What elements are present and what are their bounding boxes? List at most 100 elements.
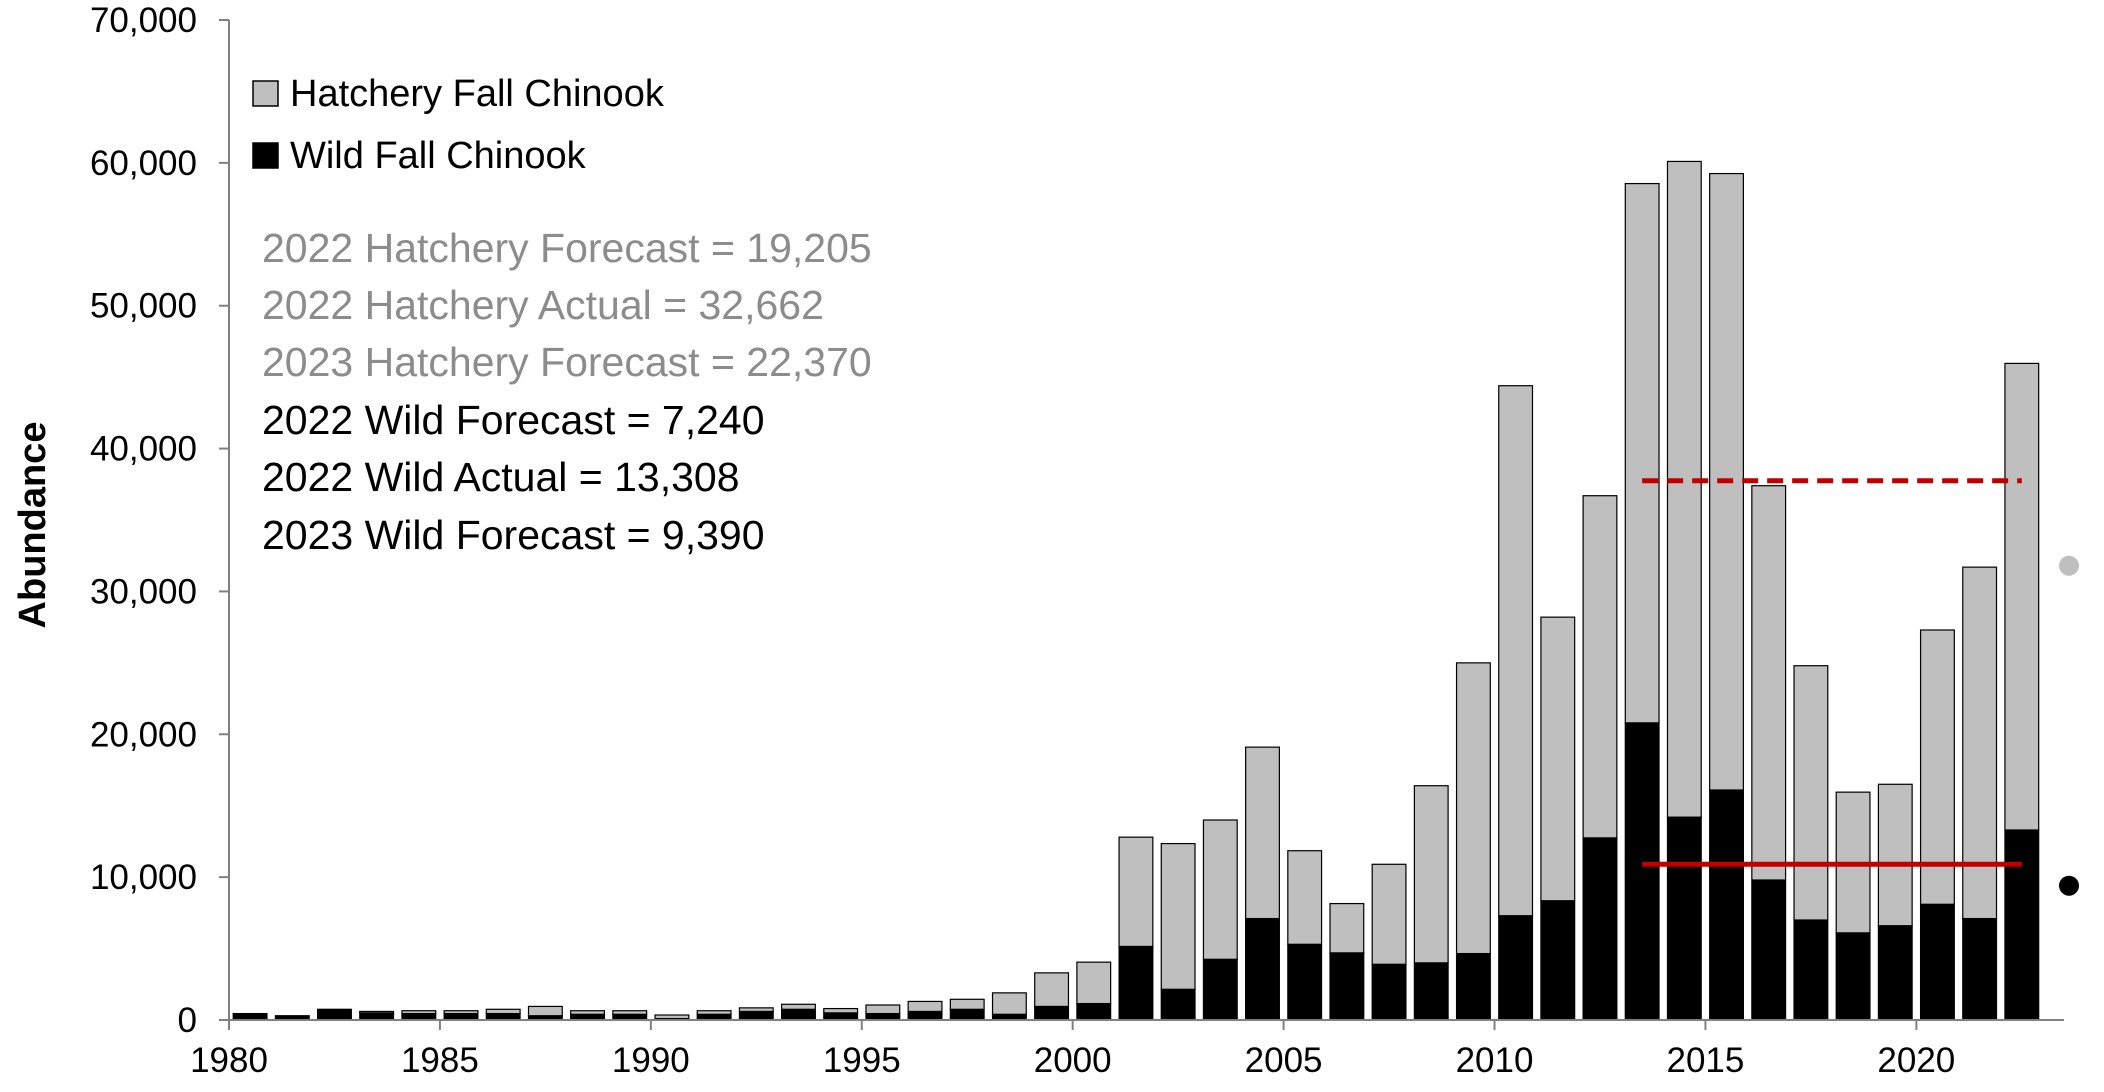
forecast-layer	[1642, 478, 2079, 896]
bar-wild-1992	[738, 1010, 774, 1021]
legend-swatch-wild	[252, 142, 279, 169]
bar-wild-2008	[1413, 962, 1449, 1021]
bar-hatchery-1988	[570, 1010, 606, 1015]
bar-hatchery-2019	[1877, 783, 1913, 927]
bar-wild-2015	[1709, 789, 1745, 1021]
bar-hatchery-1984	[401, 1010, 437, 1015]
bar-wild-2016	[1751, 879, 1787, 1021]
bar-wild-1993	[781, 1008, 816, 1021]
bar-hatchery-2007	[1371, 863, 1407, 965]
bar-wild-2000	[1076, 1002, 1112, 1021]
bar-wild-2013	[1624, 722, 1660, 1021]
bar-wild-2020	[1919, 903, 1955, 1021]
bar-hatchery-1996	[907, 1000, 943, 1013]
x-tick-label: 2010	[1456, 1041, 1534, 1080]
bar-wild-1982	[316, 1008, 352, 1021]
bar-wild-2002	[1160, 988, 1196, 1021]
y-axis-label: Abundance	[12, 422, 54, 629]
bar-wild-2017	[1793, 919, 1829, 1021]
bar-hatchery-2005	[1287, 850, 1323, 945]
annotation-wild-forecast-2023: 2023 Wild Forecast = 9,390	[262, 512, 765, 558]
bar-hatchery-2011	[1540, 616, 1576, 902]
x-ticks-layer: 1980 1985 1990 1995 2000 2005 2010 2015 2020	[190, 1020, 1955, 1080]
bar-wild-1997	[949, 1008, 985, 1021]
bar-wild-2005	[1287, 943, 1323, 1021]
y-tick-label: 50,000	[90, 287, 197, 326]
bar-wild-2019	[1877, 925, 1913, 1021]
annotation-wild-forecast-2022: 2022 Wild Forecast = 7,240	[262, 397, 765, 443]
bar-hatchery-2014	[1666, 160, 1702, 818]
bar-wild-1994	[823, 1012, 859, 1021]
forecast-point-hatchery	[2059, 555, 2079, 576]
bar-wild-2022	[2004, 829, 2040, 1021]
x-tick-label: 2015	[1666, 1041, 1744, 1080]
x-tick-label: 1980	[190, 1041, 268, 1080]
x-tick-label: 1985	[401, 1041, 479, 1080]
bar-hatchery-1994	[823, 1007, 859, 1014]
bar-hatchery-2000	[1076, 961, 1112, 1005]
bar-hatchery-1992	[738, 1007, 774, 1013]
bar-wild-2001	[1118, 945, 1154, 1021]
bar-wild-2012	[1582, 837, 1618, 1021]
y-tick-label: 60,000	[90, 144, 197, 183]
bar-hatchery-1989	[612, 1010, 648, 1015]
bar-hatchery-2008	[1413, 785, 1449, 964]
bar-hatchery-2021	[1962, 566, 1998, 920]
y-tick-label: 30,000	[90, 572, 197, 611]
bar-hatchery-2003	[1202, 819, 1238, 960]
bar-hatchery-1990	[654, 1014, 690, 1020]
bar-hatchery-2006	[1329, 902, 1365, 954]
y-tick-label: 10,000	[90, 858, 197, 897]
y-tick-label: 40,000	[90, 430, 197, 469]
bar-hatchery-2010	[1498, 385, 1534, 917]
annotation-hatchery-forecast-2023: 2023 Hatchery Forecast = 22,370	[262, 339, 872, 385]
bar-wild-2006	[1329, 952, 1365, 1021]
bar-hatchery-1991	[696, 1010, 732, 1015]
x-tick-label: 1990	[612, 1041, 690, 1080]
bars-layer	[232, 160, 2040, 1021]
bar-wild-2014	[1666, 816, 1702, 1021]
bar-hatchery-1993	[781, 1003, 816, 1010]
x-tick-label: 2020	[1877, 1041, 1955, 1080]
bar-wild-2010	[1498, 915, 1534, 1021]
bar-hatchery-2009	[1455, 662, 1491, 955]
bar-hatchery-1999	[1034, 972, 1070, 1008]
bar-wild-2021	[1962, 917, 1998, 1021]
legend-item-hatchery: Hatchery Fall Chinook	[252, 73, 665, 115]
bar-wild-2007	[1371, 963, 1407, 1021]
axes-layer	[228, 20, 2064, 1021]
bar-hatchery-2001	[1118, 836, 1154, 948]
bar-hatchery-2016	[1751, 485, 1787, 881]
annotation-hatchery-actual-2022: 2022 Hatchery Actual = 32,662	[262, 282, 824, 328]
bar-hatchery-1987	[527, 1005, 563, 1017]
bar-hatchery-1986	[485, 1008, 521, 1015]
bar-hatchery-1998	[991, 992, 1027, 1015]
bar-wild-2004	[1245, 917, 1280, 1021]
legend: Hatchery Fall Chinook Wild Fall Chinook	[252, 73, 665, 177]
legend-label-wild: Wild Fall Chinook	[290, 135, 587, 177]
bar-hatchery-1985	[443, 1010, 479, 1015]
annotations: 2022 Hatchery Forecast = 19,205 2022 Hat…	[262, 225, 872, 558]
legend-label-hatchery: Hatchery Fall Chinook	[290, 73, 665, 115]
y-tick-label: 70,000	[90, 1, 197, 40]
y-tick-label: 0	[178, 1001, 197, 1040]
x-tick-label: 2005	[1245, 1041, 1323, 1080]
bar-hatchery-2020	[1919, 629, 1955, 905]
bar-hatchery-1997	[949, 998, 985, 1010]
bar-hatchery-2013	[1624, 182, 1660, 724]
annotation-hatchery-forecast-2022: 2022 Hatchery Forecast = 19,205	[262, 225, 872, 271]
bar-hatchery-1995	[865, 1004, 901, 1015]
legend-item-wild: Wild Fall Chinook	[252, 135, 587, 177]
bar-wild-1999	[1034, 1005, 1070, 1021]
bar-hatchery-2002	[1160, 842, 1196, 990]
annotation-wild-actual-2022: 2022 Wild Actual = 13,308	[262, 454, 740, 500]
y-tick-label: 20,000	[90, 715, 197, 754]
bar-hatchery-2004	[1245, 746, 1280, 920]
bar-wild-1983	[359, 1012, 395, 1021]
legend-swatch-hatchery	[252, 80, 279, 107]
bar-wild-2018	[1835, 932, 1871, 1021]
bar-hatchery-2022	[2004, 362, 2040, 831]
bar-hatchery-2017	[1793, 665, 1829, 921]
